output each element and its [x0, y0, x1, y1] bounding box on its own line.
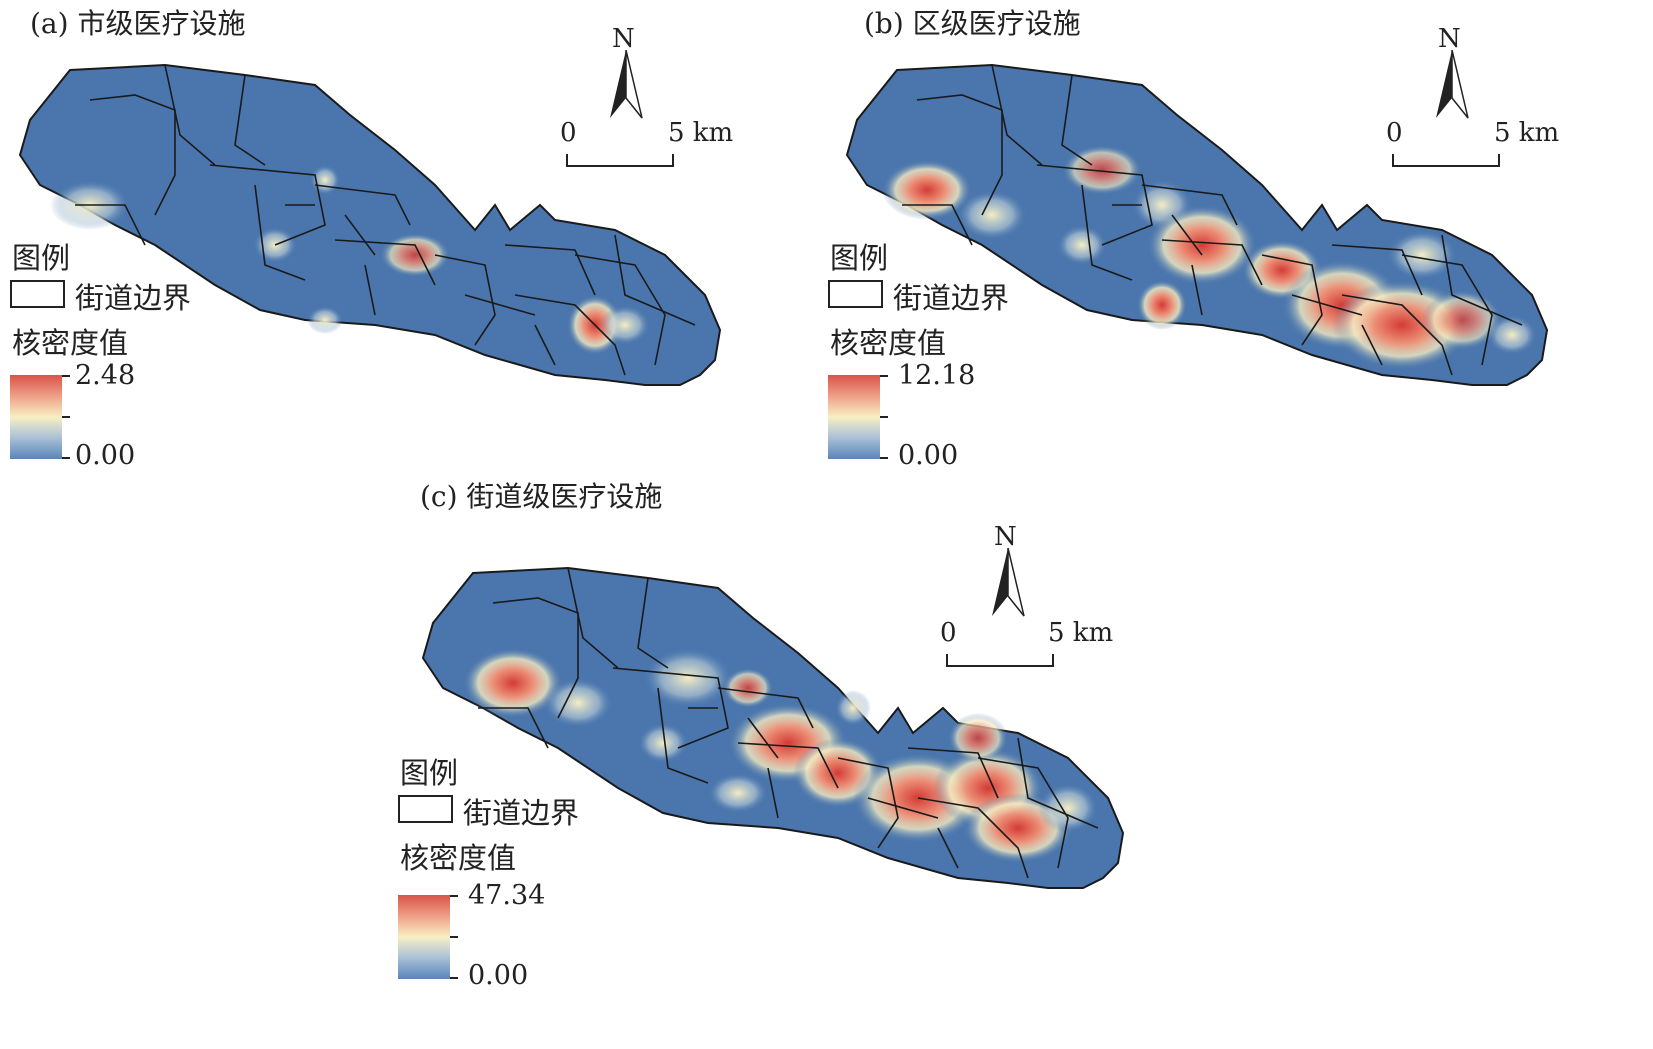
ramp-max: 2.48: [75, 360, 136, 391]
boundary-swatch: [10, 280, 65, 308]
panel-c: (c) 街道级医疗设施 N 0 5 km: [390, 470, 1190, 1045]
scale-five: 5 km: [1048, 618, 1114, 648]
ramp-tick: [880, 416, 888, 418]
hotspot: [643, 648, 733, 708]
ramp-tick: [450, 936, 458, 938]
color-ramp: [398, 895, 450, 979]
scale-bar-icon: [566, 154, 674, 167]
panel-title: (c) 街道级医疗设施: [420, 480, 663, 513]
hotspot: [380, 233, 450, 277]
hotspot: [835, 690, 871, 726]
boundary-label: 街道边界: [463, 796, 580, 830]
hotspot: [1147, 205, 1257, 285]
north-arrow-icon: [1436, 50, 1469, 119]
scale-five: 5 km: [668, 118, 734, 148]
hotspot: [600, 305, 650, 345]
density-label: 核密度值: [12, 326, 129, 360]
ramp-tick: [62, 457, 70, 459]
boundary-label: 街道边界: [893, 281, 1010, 315]
legend-title: 图例: [400, 756, 459, 790]
north-label: N: [612, 24, 635, 54]
color-ramp: [10, 375, 62, 459]
density-map: [418, 558, 1138, 898]
ramp-min: 0.00: [75, 440, 136, 471]
hotspot: [948, 713, 1008, 763]
scale-five: 5 km: [1494, 118, 1560, 148]
hotspot: [543, 678, 613, 728]
panel-title: (a) 市级医疗设施: [30, 7, 246, 40]
hotspots: [463, 648, 1098, 863]
north-label: N: [994, 522, 1017, 552]
hotspot: [638, 723, 688, 763]
ramp-tick: [62, 416, 70, 418]
panel-a: (a) 市级医疗设施 N 0 5 km 图例 街道边界 核密度值: [0, 0, 800, 471]
panel-title: (b) 区级医疗设施: [864, 7, 1081, 40]
density-label: 核密度值: [830, 326, 947, 360]
boundary-swatch: [398, 795, 453, 823]
density-map: [842, 55, 1562, 395]
density-label: 核密度值: [400, 841, 517, 875]
hotspot: [1137, 280, 1187, 330]
density-map: [15, 55, 735, 395]
scale-zero: 0: [1386, 118, 1403, 148]
hotspot: [1387, 230, 1457, 280]
hotspot: [708, 773, 768, 813]
color-ramp: [828, 375, 880, 459]
north-label: N: [1438, 24, 1461, 54]
hotspot: [723, 668, 773, 708]
scale-zero: 0: [560, 118, 577, 148]
ramp-max: 12.18: [898, 360, 976, 391]
hotspot: [957, 190, 1027, 240]
ramp-tick: [62, 375, 70, 377]
hotspot: [1422, 290, 1502, 350]
legend-title: 图例: [12, 241, 71, 275]
ramp-tick: [880, 457, 888, 459]
panel-b: (b) 区级医疗设施 N 0 5 km: [820, 0, 1650, 471]
boundary-label: 街道边界: [75, 281, 192, 315]
ramp-min: 0.00: [898, 440, 959, 471]
hotspot: [1487, 315, 1537, 355]
scale-bar-icon: [946, 654, 1054, 667]
ramp-max: 47.34: [468, 880, 546, 911]
scale-bar-icon: [1392, 154, 1500, 167]
north-arrow-icon: [610, 50, 643, 119]
ramp-tick: [880, 375, 888, 377]
hotspot: [307, 306, 343, 334]
hotspots: [882, 145, 1537, 370]
hotspot: [310, 165, 340, 195]
ramp-tick: [450, 977, 458, 979]
hotspot: [1038, 783, 1098, 833]
hotspot: [1057, 225, 1107, 265]
boundary-swatch: [828, 280, 883, 308]
scale-zero: 0: [940, 618, 957, 648]
legend-title: 图例: [830, 241, 889, 275]
hotspot: [463, 648, 563, 718]
north-arrow-icon: [992, 548, 1025, 617]
ramp-min: 0.00: [468, 960, 529, 991]
ramp-tick: [450, 895, 458, 897]
